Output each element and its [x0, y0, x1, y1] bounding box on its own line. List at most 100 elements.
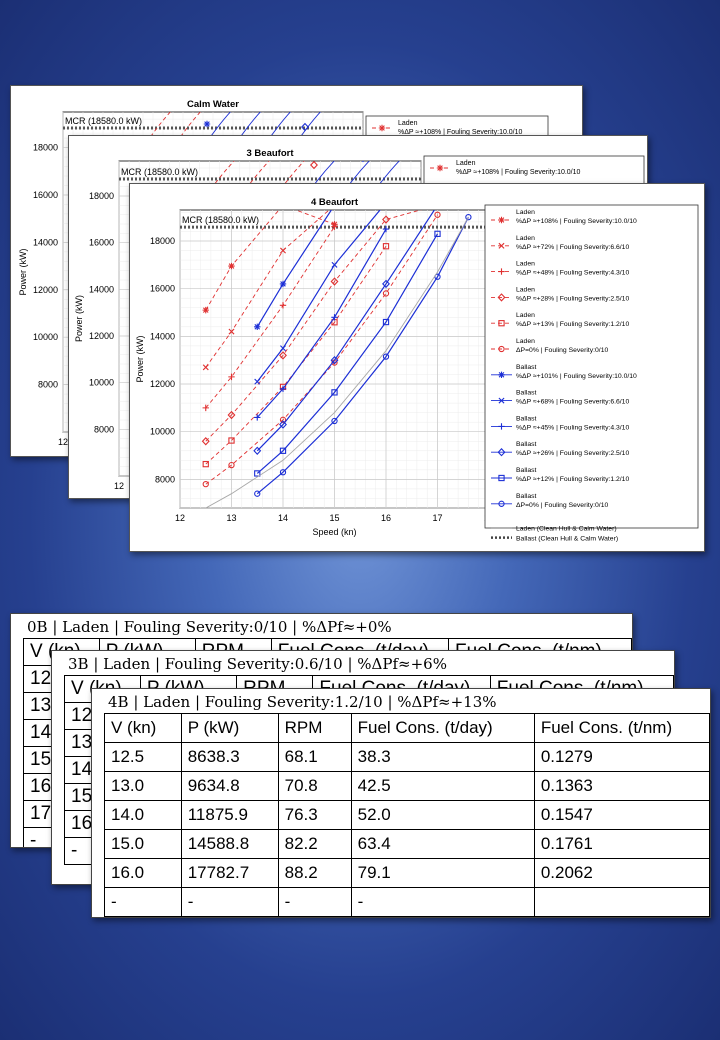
legend-marker: [498, 371, 505, 378]
table-cell: 68.1: [277, 742, 352, 772]
series-point-1: [280, 247, 286, 254]
column-header: Fuel Cons. (t/day): [350, 713, 535, 743]
legend-entry-label: Ballast: [516, 467, 537, 474]
series-point-7: [383, 200, 388, 205]
table-cell: 70.8: [277, 771, 352, 801]
table-cell: 88.2: [277, 858, 352, 888]
chart-title: 4 Beaufort: [311, 197, 359, 208]
series-point-3: [227, 410, 236, 420]
legend-entry-label: Ballast: [516, 415, 537, 422]
x-tick-label: 12: [58, 437, 68, 447]
series-point-5: [382, 290, 390, 297]
series-line-2: [205, 226, 335, 409]
table-row: 16.0 17782.7 88.2 79.1 0.2062: [104, 858, 710, 888]
series-point-1: [202, 364, 209, 371]
series-point-10: [254, 470, 261, 477]
legend-marker: [498, 216, 505, 224]
column-header: P (kW): [180, 713, 279, 743]
series-point-8: [279, 385, 287, 392]
legend-entry-label: Ballast: [516, 390, 537, 397]
series-point-back: [310, 161, 318, 170]
series-point-5: [228, 461, 235, 469]
series-point-2: [202, 404, 209, 412]
table-cell: 82.2: [277, 829, 352, 859]
legend-entry-label: Laden: [516, 286, 535, 293]
y-tick-label: 16000: [33, 190, 58, 200]
series-point-8: [254, 414, 261, 421]
table-cell: -: [180, 887, 279, 917]
y-tick-label: 14000: [150, 331, 175, 341]
x-tick-label: 15: [329, 513, 339, 523]
table-cell: 0.1363: [533, 771, 710, 801]
series-point-4: [382, 243, 390, 250]
series-point-2: [279, 302, 287, 309]
table-cell: 0.1547: [533, 800, 710, 830]
y-tick-label: 16000: [150, 284, 175, 294]
y-tick-label: 16000: [89, 238, 114, 248]
series-point-back: [203, 120, 211, 128]
chart-title: 3 Beaufort: [247, 148, 295, 159]
legend-entry-label: Laden: [516, 312, 535, 319]
series-line-4: [205, 245, 387, 465]
y-tick-label: 10000: [150, 427, 175, 437]
legend-entry-label: Laden: [516, 261, 535, 268]
legend-marker: [497, 293, 506, 302]
y-tick-label: 8000: [155, 474, 175, 484]
legend-entry-sub: %ΔP ≈+108% | Fouling Severity:10.0/10: [456, 169, 581, 176]
legend-entry-label: Laden: [516, 235, 535, 242]
chart-card-4-beaufort: 1213141516171880001000012000140001600018…: [129, 183, 705, 552]
legend-entry-sub: %ΔP ≈+48% | Fouling Severity:4.3/10: [516, 270, 629, 277]
legend-entry-sub: ΔP=0% | Fouling Severity:0/10: [516, 502, 608, 509]
legend-4-beaufort: Laden %ΔP ≈+108% | Fouling Severity:10.0/…: [484, 204, 699, 543]
legend-marker: [498, 474, 505, 482]
mcr-label: MCR (18580.0 kW): [121, 167, 198, 177]
legend-marker: [498, 320, 505, 327]
series-point-4: [228, 437, 235, 444]
series-point-11: [254, 490, 261, 497]
table-title-3b: 3B | Laden | Fouling Severity:0.6/10 | %…: [68, 655, 447, 673]
series-point-3: [330, 277, 339, 286]
series-point-11: [279, 469, 287, 476]
series-point-3: [382, 215, 390, 224]
column-header: V (kn): [104, 713, 182, 743]
table-cell: 9634.8: [180, 771, 279, 801]
legend-entry-label: Ballast: [516, 364, 537, 371]
legend-entry-sub: %ΔP ≈+28% | Fouling Severity:2.5/10: [516, 295, 629, 302]
series-point-2: [228, 373, 235, 381]
x-tick-label: 12: [175, 513, 185, 523]
series-point-9: [434, 202, 440, 209]
series-point-0: [280, 202, 286, 208]
series-point-7: [280, 345, 286, 352]
table-cell: 0.1279: [533, 742, 710, 772]
table-cell: 42.5: [350, 771, 535, 801]
legend-marker: [436, 164, 444, 172]
series-line-1: [205, 210, 330, 368]
legend-entry-sub: %ΔP ≈+26% | Fouling Severity:2.5/10: [516, 450, 629, 457]
legend-entry-label: Laden: [456, 160, 476, 167]
series-line-7: [256, 210, 381, 382]
series-point-7: [254, 378, 261, 385]
table-cell: 38.3: [350, 742, 535, 772]
legend-entry-sub: %ΔP ≈+108% | Fouling Severity:10.0/10: [398, 129, 523, 136]
legend-entry-label: Ballast (Clean Hull & Calm Water): [516, 536, 618, 543]
x-tick-label: 17: [432, 513, 442, 523]
table-cell: 79.1: [350, 858, 535, 888]
series-point-5: [279, 416, 287, 423]
table-cell: -: [350, 887, 535, 917]
chart-4-beaufort: 1213141516171880001000012000140001600018…: [135, 197, 699, 543]
legend-entry-sub: %ΔP ≈+108% | Fouling Severity:10.0/10: [516, 218, 637, 225]
x-tick-label: 12: [114, 481, 124, 491]
mcr-label: MCR (18580.0 kW): [65, 116, 142, 126]
y-tick-label: 8000: [38, 380, 58, 390]
mcr-label: MCR (18580.0 kW): [182, 215, 259, 225]
x-tick-label: 16: [381, 513, 391, 523]
series-point-3: [279, 351, 287, 360]
series-line-10: [256, 233, 439, 474]
series-point-10: [382, 318, 390, 326]
table-cell: 15.0: [104, 829, 182, 859]
table-row: 12.5 8638.3 68.1 38.3 0.1279: [104, 742, 710, 772]
table-cell: 14588.8: [180, 829, 279, 859]
legend-entry-label: Laden: [398, 120, 418, 127]
table-cell: [533, 887, 710, 917]
legend-entry-sub: %ΔP ≈+72% | Fouling Severity:6.6/10: [516, 244, 629, 251]
